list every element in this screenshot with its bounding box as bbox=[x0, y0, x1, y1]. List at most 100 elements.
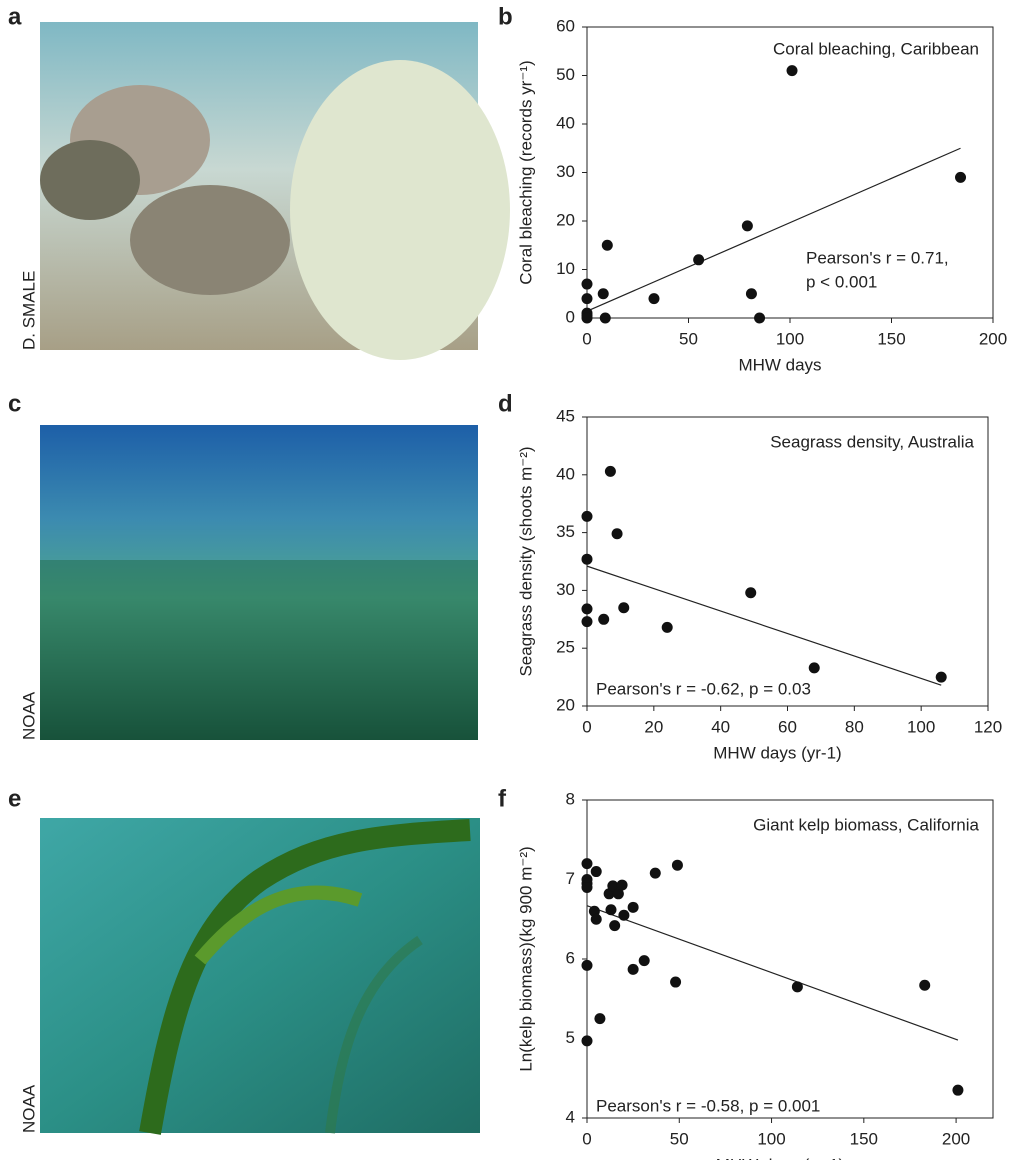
data-point bbox=[792, 981, 803, 992]
x-tick-label: 200 bbox=[979, 329, 1007, 348]
data-point bbox=[598, 614, 609, 625]
panel-label: d bbox=[498, 390, 513, 417]
panel-label: a bbox=[8, 3, 22, 30]
x-axis-label: MHW days (yr-1) bbox=[716, 1155, 844, 1160]
chart-title: Giant kelp biomass, California bbox=[753, 815, 979, 834]
data-point bbox=[936, 672, 947, 683]
photo-credit: NOAA bbox=[19, 1084, 38, 1133]
x-tick-label: 150 bbox=[877, 329, 905, 348]
y-tick-label: 7 bbox=[566, 869, 575, 888]
data-point bbox=[609, 920, 620, 931]
data-point bbox=[582, 603, 593, 614]
y-tick-label: 45 bbox=[556, 406, 575, 425]
x-tick-label: 20 bbox=[644, 717, 663, 736]
data-point bbox=[618, 910, 629, 921]
y-tick-label: 4 bbox=[566, 1107, 575, 1126]
data-point bbox=[582, 313, 593, 324]
data-point bbox=[582, 279, 593, 290]
data-point bbox=[670, 977, 681, 988]
annotation: Pearson's r = -0.62, p = 0.03 bbox=[596, 679, 811, 698]
y-tick-label: 40 bbox=[556, 113, 575, 132]
x-tick-label: 100 bbox=[907, 717, 935, 736]
data-point bbox=[591, 866, 602, 877]
x-tick-label: 50 bbox=[679, 329, 698, 348]
x-tick-label: 100 bbox=[776, 329, 804, 348]
chart-title: Seagrass density, Australia bbox=[770, 432, 974, 451]
data-point bbox=[809, 662, 820, 673]
y-tick-label: 8 bbox=[566, 789, 575, 808]
data-point bbox=[628, 964, 639, 975]
data-point bbox=[919, 980, 930, 991]
data-point bbox=[582, 960, 593, 971]
x-tick-label: 0 bbox=[582, 1129, 591, 1148]
data-point bbox=[672, 860, 683, 871]
photo-credit: D. SMALE bbox=[19, 271, 38, 350]
x-tick-label: 40 bbox=[711, 717, 730, 736]
data-point bbox=[605, 904, 616, 915]
trend-line bbox=[587, 906, 958, 1040]
y-tick-label: 30 bbox=[556, 162, 575, 181]
data-point bbox=[605, 466, 616, 477]
photo-credit: NOAA bbox=[19, 691, 38, 740]
plot-frame bbox=[587, 417, 988, 706]
y-axis-label: Ln(kelp biomass)(kg 900 m⁻²) bbox=[516, 846, 535, 1071]
y-tick-label: 20 bbox=[556, 695, 575, 714]
data-point bbox=[582, 858, 593, 869]
panel-label: c bbox=[8, 390, 21, 417]
data-point bbox=[742, 220, 753, 231]
data-point bbox=[746, 288, 757, 299]
y-tick-label: 50 bbox=[556, 65, 575, 84]
trend-line bbox=[587, 148, 961, 311]
data-point bbox=[582, 1035, 593, 1046]
data-point bbox=[650, 868, 661, 879]
y-tick-label: 25 bbox=[556, 638, 575, 657]
data-point bbox=[582, 882, 593, 893]
y-tick-label: 6 bbox=[566, 948, 575, 967]
y-tick-label: 20 bbox=[556, 210, 575, 229]
x-tick-label: 200 bbox=[942, 1129, 970, 1148]
x-tick-label: 80 bbox=[845, 717, 864, 736]
x-tick-label: 50 bbox=[670, 1129, 689, 1148]
x-tick-label: 100 bbox=[757, 1129, 785, 1148]
y-axis-label: Seagrass density (shoots m⁻²) bbox=[516, 446, 535, 676]
data-point bbox=[618, 602, 629, 613]
data-point bbox=[582, 511, 593, 522]
photo-e bbox=[40, 818, 480, 1133]
x-tick-label: 60 bbox=[778, 717, 797, 736]
data-point bbox=[754, 313, 765, 324]
data-point bbox=[582, 293, 593, 304]
data-point bbox=[787, 65, 798, 76]
data-point bbox=[955, 172, 966, 183]
x-axis-label: MHW days (yr-1) bbox=[713, 743, 841, 762]
x-axis-label: MHW days bbox=[738, 355, 821, 374]
y-tick-label: 30 bbox=[556, 580, 575, 599]
data-point bbox=[594, 1013, 605, 1024]
data-point bbox=[582, 616, 593, 627]
data-point bbox=[662, 622, 673, 633]
y-tick-label: 0 bbox=[566, 307, 575, 326]
y-axis-label: Coral bleaching (records yr⁻¹) bbox=[516, 60, 535, 284]
data-point bbox=[693, 254, 704, 265]
data-point bbox=[745, 587, 756, 598]
annotation: p < 0.001 bbox=[806, 272, 877, 291]
data-point bbox=[591, 914, 602, 925]
data-point bbox=[602, 240, 613, 251]
y-tick-label: 35 bbox=[556, 522, 575, 541]
figure: aD. SMALEcNOAAeNOAAb05010015020001020304… bbox=[0, 0, 1009, 1160]
data-point bbox=[600, 313, 611, 324]
x-tick-label: 150 bbox=[850, 1129, 878, 1148]
y-tick-label: 40 bbox=[556, 464, 575, 483]
photo-c bbox=[40, 425, 478, 740]
y-tick-label: 5 bbox=[566, 1028, 575, 1047]
data-point bbox=[628, 902, 639, 913]
data-point bbox=[582, 554, 593, 565]
x-tick-label: 0 bbox=[582, 717, 591, 736]
data-point bbox=[612, 528, 623, 539]
y-tick-label: 60 bbox=[556, 16, 575, 35]
x-tick-label: 120 bbox=[974, 717, 1002, 736]
data-point bbox=[639, 955, 650, 966]
y-tick-label: 10 bbox=[556, 259, 575, 278]
trend-line bbox=[587, 566, 941, 685]
data-point bbox=[648, 293, 659, 304]
data-point bbox=[598, 288, 609, 299]
